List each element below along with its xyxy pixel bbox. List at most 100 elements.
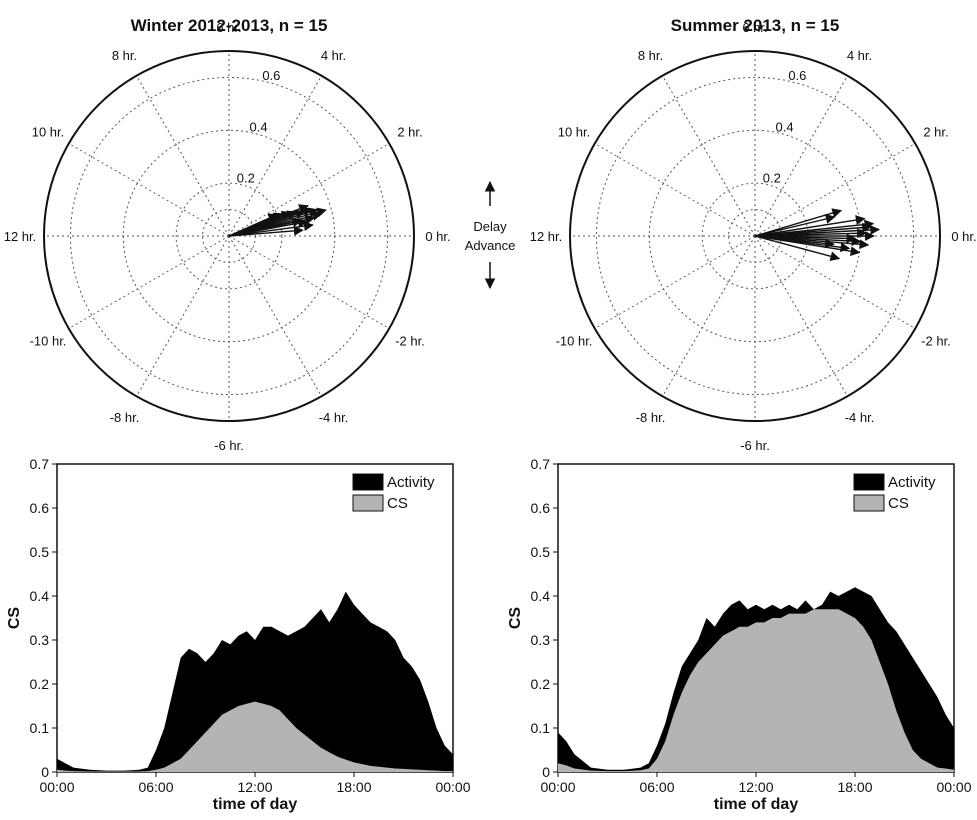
area-chart-winter: 0 0.1 0.2 0.3 0.4 0.5 0.6 0.7 00:00 06:00 12:00 18:… [6,456,471,813]
y-tick-label: 0.6 [531,500,551,516]
polar-spoke [228,75,322,237]
angle-label: -2 hr. [921,334,951,349]
polar-plot-area: 0.2 0.4 0.6 0 hr. 2 hr. 4 hr. 6 hr. 8 hr. 10 hr.… [4,20,451,453]
legend-label-activity: Activity [387,474,435,491]
polar-plot-area: 0.2 0.4 0.6 0 hr. 2 hr. 4 hr. 6 hr. 8 hr. 10 hr.… [530,20,977,453]
x-tick-label: 06:00 [639,779,674,795]
polar-grid-circle [595,76,915,396]
angle-label: 2 hr. [923,125,948,140]
y-axis-label: CS [507,607,524,630]
legend-label-cs: CS [387,495,408,512]
polar-spoke [754,235,848,397]
legend-swatch-cs [853,494,885,512]
angle-label: -2 hr. [395,334,425,349]
angle-label: 4 hr. [321,48,346,63]
polar-chart-summer: Summer 2013, n = 15 0.2 0.4 0.6 0 hr. 2 hr. 4… [530,16,977,453]
phase-vector [754,235,861,256]
polar-chart-winter: Winter 2012-2013, n = 15 0.2 0.4 0.6 0 hr. 2… [4,16,451,453]
angle-label: 0 hr. [951,229,976,244]
delay-advance-indicator: Delay Advance [465,180,516,290]
polar-spoke [228,235,390,329]
y-tick-label: 0.5 [531,544,551,560]
angle-label: -8 hr. [636,410,666,425]
radial-tick-label: 0.4 [250,119,268,134]
area-series-activity [57,591,453,772]
polar-spoke [228,143,390,237]
polar-outer-circle [43,50,415,422]
y-tick-label: 0 [542,764,550,780]
y-tick-label: 0.2 [531,676,551,692]
angle-label: -6 hr. [740,438,770,453]
polar-spoke [136,75,230,237]
angle-label: -10 hr. [556,334,593,349]
y-axis-label: CS [6,607,23,630]
x-axis-label: time of day [213,796,298,813]
x-tick-label: 06:00 [138,779,173,795]
x-tick-label: 12:00 [738,779,773,795]
y-tick-label: 0.1 [30,720,50,736]
angle-label: 0 hr. [425,229,450,244]
angle-label: 2 hr. [397,125,422,140]
y-tick-label: 0.4 [531,588,551,604]
legend-label-cs: CS [888,495,909,512]
x-axis-label: time of day [714,796,799,813]
polar-spoke [68,235,230,329]
angle-label: 4 hr. [847,48,872,63]
radial-tick-label: 0.4 [776,119,794,134]
polar-spoke [754,75,848,237]
area-plot: 0 0.1 0.2 0.3 0.4 0.5 0.6 0.7 00:00 06:00 12:00 18:… [6,456,471,813]
area-series-cs [558,609,954,772]
legend-swatch-activity [352,473,384,491]
phase-vector [228,226,304,237]
x-tick-label: 00:00 [39,779,74,795]
angle-label: -8 hr. [110,410,140,425]
x-tick-label: 12:00 [237,779,272,795]
x-tick-label: 00:00 [936,779,971,795]
phase-vector [754,235,835,249]
phase-vector [228,217,303,237]
angle-label: -4 hr. [845,410,875,425]
angle-label: 12 hr. [530,229,563,244]
y-tick-label: 0.5 [30,544,50,560]
phase-vector [228,204,309,237]
radial-tick-label: 0.2 [763,171,781,186]
y-tick-label: 0.3 [531,632,551,648]
phase-vector [228,207,313,237]
y-tick-label: 0.4 [30,588,50,604]
polar-spoke [754,235,916,329]
y-tick-label: 0.7 [531,456,551,472]
delay-label: Delay [473,219,507,234]
angle-label: 10 hr. [558,125,591,140]
x-tick-label: 00:00 [435,779,470,795]
polar-outer-circle [569,50,941,422]
polar-spoke [662,75,756,237]
polar-spoke [594,235,756,329]
y-tick-label: 0.7 [30,456,50,472]
polar-spoke [594,143,756,237]
legend-label-activity: Activity [888,474,936,491]
angle-label: 8 hr. [112,48,137,63]
area-plot: 0 0.1 0.2 0.3 0.4 0.5 0.6 0.7 00:00 06:00 12:00 18:… [507,456,972,813]
y-tick-label: 0.3 [30,632,50,648]
advance-label: Advance [465,238,516,253]
y-tick-label: 0.2 [30,676,50,692]
polar-spoke [754,143,916,237]
x-tick-label: 18:00 [336,779,371,795]
polar-grid-circle [175,182,283,290]
polar-title: Winter 2012-2013, n = 15 [131,16,328,35]
x-tick-label: 00:00 [540,779,575,795]
y-tick-label: 0 [41,764,49,780]
angle-label: 12 hr. [4,229,37,244]
polar-spoke [228,235,322,397]
polar-title: Summer 2013, n = 15 [671,16,840,35]
y-tick-label: 0.6 [30,500,50,516]
area-chart-summer: 0 0.1 0.2 0.3 0.4 0.5 0.6 0.7 00:00 06:00 12:00 18:… [507,456,972,813]
y-tick-label: 0.1 [531,720,551,736]
angle-label: 10 hr. [32,125,65,140]
angle-label: 6 hr. [216,20,241,35]
legend-swatch-cs [352,494,384,512]
x-tick-label: 18:00 [837,779,872,795]
angle-label: 8 hr. [638,48,663,63]
phase-vector [754,214,836,237]
